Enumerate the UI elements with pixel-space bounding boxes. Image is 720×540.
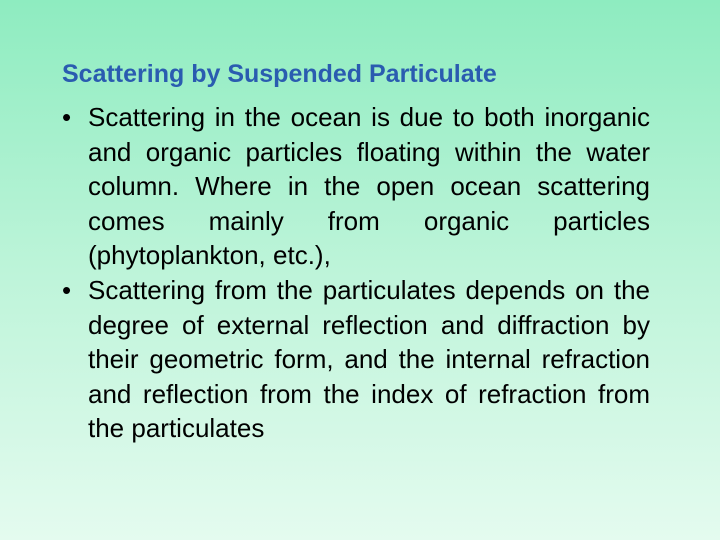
bullet-dot: •: [62, 274, 72, 305]
bullet-item: • Scattering from the particulates depend…: [62, 273, 650, 446]
bullet-item: • Scattering in the ocean is due to both …: [62, 100, 650, 273]
bullet-list: • Scattering in the ocean is due to both …: [62, 100, 650, 446]
bullet-dot: •: [62, 102, 72, 132]
bullet-text: Scattering from the particulates depends…: [88, 274, 650, 444]
bullet-text: Scattering in the ocean is due to both i…: [88, 102, 650, 271]
slide-title: Scattering by Suspended Particulate: [62, 60, 497, 88]
